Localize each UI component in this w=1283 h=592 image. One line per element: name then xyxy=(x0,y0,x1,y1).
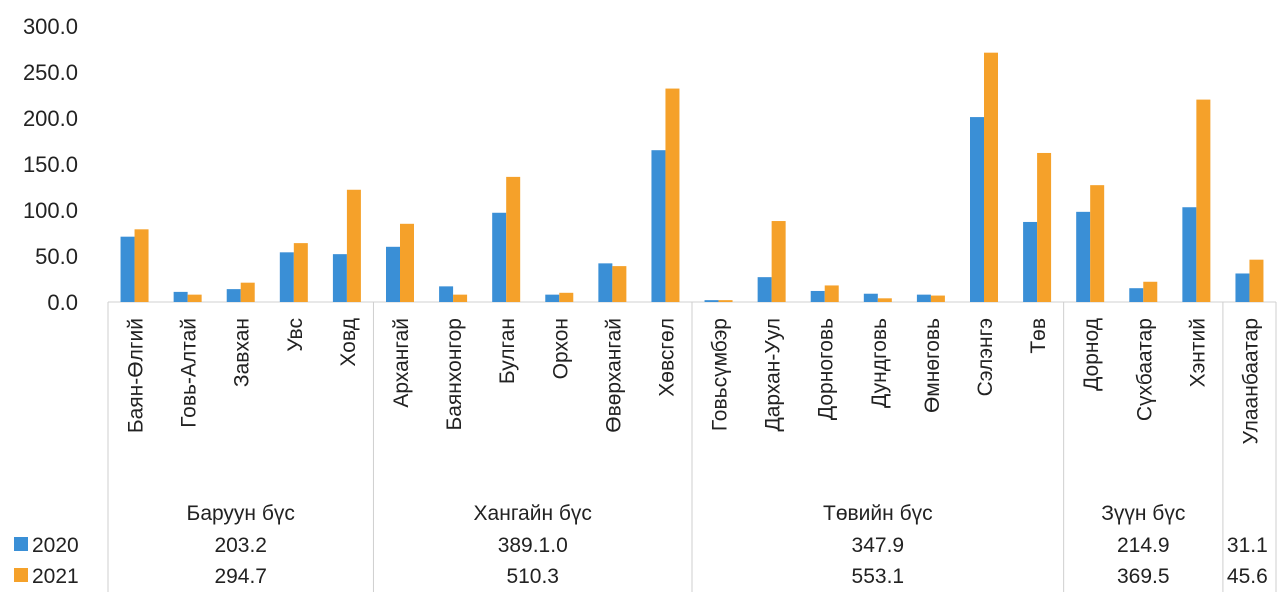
region-total-2021: 553.1 xyxy=(852,565,905,588)
bar-2021 xyxy=(1090,185,1105,302)
category-label: Дундговь xyxy=(868,318,891,408)
bar-2020 xyxy=(1182,207,1197,302)
y-tick-label: 50.0 xyxy=(35,244,78,269)
bar-2021 xyxy=(1249,259,1264,302)
bar-2021 xyxy=(453,294,468,302)
bar-2020 xyxy=(545,294,560,302)
bar-2020 xyxy=(1023,221,1038,302)
bar-2020 xyxy=(332,254,347,302)
bar-2021 xyxy=(824,285,839,302)
bar-2021 xyxy=(506,176,521,302)
category-label: Сэлэнгэ xyxy=(974,318,997,396)
bar-2021 xyxy=(984,52,998,303)
region-total-2021: 369.5 xyxy=(1117,565,1170,588)
bar-2020 xyxy=(970,117,984,302)
region-label: Баруун бүс xyxy=(187,502,295,525)
region-total-2021: 45.6 xyxy=(1227,565,1268,588)
category-label: Говьсүмбэр xyxy=(709,318,732,431)
category-label: Увс xyxy=(284,318,307,352)
bar-2020 xyxy=(916,294,931,302)
category-label: Говь-Алтай xyxy=(178,318,201,428)
bar-2020 xyxy=(704,300,719,302)
y-tick-label: 200.0 xyxy=(23,106,78,131)
category-label: Баян-Өлгий xyxy=(125,318,148,433)
bar-2020 xyxy=(120,236,135,302)
region-label: Хангайн бүс xyxy=(474,502,592,525)
bar-2020 xyxy=(1129,288,1144,302)
bar-2021 xyxy=(134,229,149,302)
region-total-2020: 389.1.0 xyxy=(498,534,568,557)
category-label: Дархан-Уул xyxy=(762,318,785,432)
region-total-2020: 214.9 xyxy=(1117,534,1170,557)
bar-2020 xyxy=(492,212,507,302)
category-label: Хөвсгөл xyxy=(655,318,678,397)
category-label: Өвөрхангай xyxy=(602,318,625,433)
category-label: Сүхбаатар xyxy=(1133,318,1156,421)
legend-swatch-2020 xyxy=(14,537,28,551)
bar-2020 xyxy=(598,263,613,302)
region-total-2020: 347.9 xyxy=(852,534,905,557)
y-tick-label: 250.0 xyxy=(23,60,78,85)
region-total-2021: 294.7 xyxy=(214,565,267,588)
bar-2020 xyxy=(863,293,878,302)
bar-2021 xyxy=(612,266,627,302)
bar-2020 xyxy=(439,286,454,302)
legend-swatch-2021 xyxy=(14,568,28,582)
region-total-2020: 31.1 xyxy=(1227,534,1268,557)
y-tick-label: 100.0 xyxy=(23,198,78,223)
bar-2021 xyxy=(240,282,255,302)
category-label: Завхан xyxy=(231,318,254,387)
bar-2020 xyxy=(1235,273,1250,302)
region-label: Төвийн бүс xyxy=(823,502,933,525)
category-label: Дорноговь xyxy=(815,318,838,420)
y-tick-label: 150.0 xyxy=(23,152,78,177)
category-label: Орхон xyxy=(549,318,572,379)
legend-label: 2020 xyxy=(32,534,79,557)
bar-2020 xyxy=(279,252,294,302)
y-tick-label: 300.0 xyxy=(23,14,78,39)
region-total-2021: 510.3 xyxy=(506,565,559,588)
category-label: Улаанбаатар xyxy=(1239,318,1262,444)
bar-2020 xyxy=(386,246,400,302)
category-label: Төв xyxy=(1027,318,1050,354)
bar-2021 xyxy=(1037,152,1052,302)
legend-label: 2021 xyxy=(32,565,79,588)
y-tick-label: 0.0 xyxy=(47,290,78,315)
bar-2020 xyxy=(810,290,825,302)
bar-2021 xyxy=(665,88,680,302)
category-label: Баянхонгор xyxy=(443,318,466,431)
category-label: Дорнод xyxy=(1080,318,1103,391)
category-label: Хэнтий xyxy=(1186,318,1209,387)
region-total-2020: 203.2 xyxy=(214,534,267,557)
bar-2020 xyxy=(757,277,772,302)
bar-2021 xyxy=(559,292,574,302)
category-label: Ховд xyxy=(337,318,360,367)
category-label: Архангай xyxy=(390,318,413,408)
bar-2020 xyxy=(651,150,666,302)
region-label: Зүүн бүс xyxy=(1101,502,1185,525)
bar-2021 xyxy=(187,294,202,302)
bar-2021 xyxy=(346,189,361,302)
bar-2021 xyxy=(877,298,892,302)
bar-2020 xyxy=(173,291,188,302)
bar-2021 xyxy=(771,221,786,302)
bar-2021 xyxy=(400,223,414,302)
bar-2021 xyxy=(293,243,308,302)
category-label: Өмнөговь xyxy=(921,318,944,413)
bar-2021 xyxy=(1196,99,1211,302)
bar-2021 xyxy=(930,295,945,302)
bar-2021 xyxy=(718,300,733,302)
bar-2020 xyxy=(226,289,241,302)
category-label: Булган xyxy=(496,318,519,384)
bar-2021 xyxy=(1143,281,1158,302)
bar-2020 xyxy=(1076,211,1091,302)
